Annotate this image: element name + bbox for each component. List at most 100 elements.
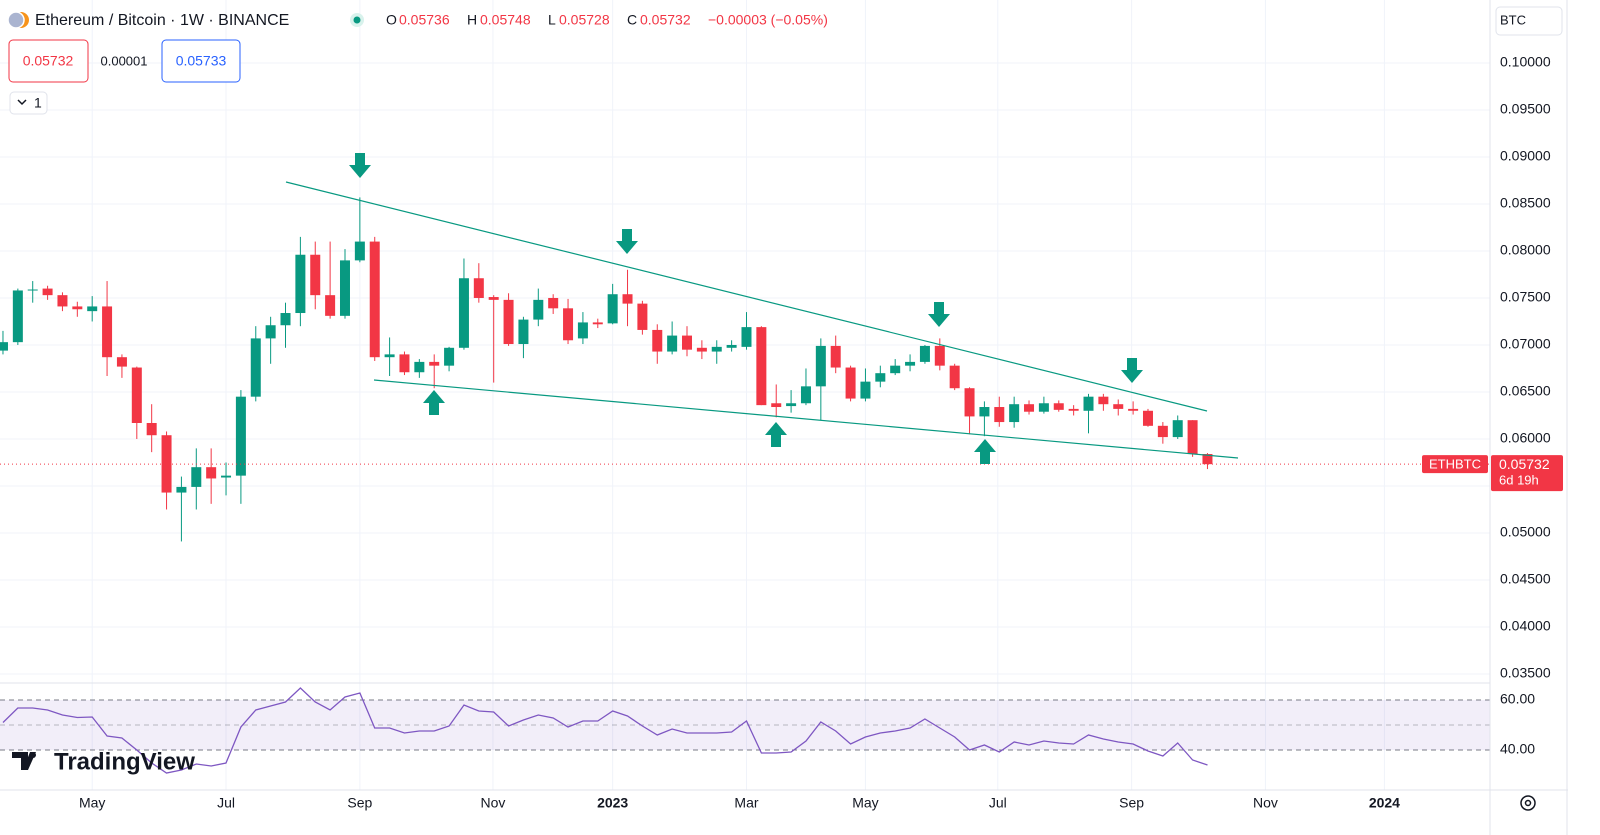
candle-body bbox=[830, 345, 841, 368]
high-value: 0.05748 bbox=[480, 12, 531, 28]
candle-body bbox=[726, 344, 737, 348]
candle-body bbox=[622, 294, 633, 304]
up-arrow bbox=[423, 390, 445, 415]
drawings bbox=[285, 181, 1239, 459]
candles bbox=[0, 197, 1490, 542]
rsi-tick-label: 60.00 bbox=[1500, 691, 1535, 707]
symbol-title: Ethereum / Bitcoin · 1W · BINANCE bbox=[35, 12, 289, 29]
candle-body bbox=[607, 294, 618, 324]
logo-dot bbox=[30, 752, 36, 758]
countdown: 6d 19h bbox=[1499, 473, 1539, 488]
candle-body bbox=[1128, 408, 1139, 411]
candle-body bbox=[503, 299, 514, 345]
x-tick-label: 2023 bbox=[597, 795, 628, 811]
upper-trendline bbox=[285, 181, 1208, 412]
y-tick-label: 0.10000 bbox=[1500, 54, 1551, 70]
candle-body bbox=[42, 288, 53, 296]
candle-body bbox=[87, 306, 98, 312]
candle-body bbox=[265, 325, 276, 339]
y-tick-label: 0.06500 bbox=[1500, 383, 1551, 399]
candle-body bbox=[27, 289, 38, 291]
sell-price[interactable]: 0.05732 bbox=[23, 53, 74, 69]
candle-body bbox=[339, 260, 350, 316]
rsi-band bbox=[0, 700, 1490, 750]
arrows bbox=[349, 153, 1143, 464]
collapse-button[interactable] bbox=[9, 91, 48, 115]
rsi-tick-label: 40.00 bbox=[1500, 741, 1535, 757]
candle-body bbox=[711, 346, 722, 352]
candle-body bbox=[682, 335, 693, 350]
candle-body bbox=[221, 475, 232, 478]
settings-icon[interactable] bbox=[1520, 795, 1536, 811]
candle-body bbox=[533, 299, 544, 320]
candle-body bbox=[1142, 410, 1153, 426]
buy-price[interactable]: 0.05733 bbox=[176, 53, 227, 69]
gear-hub[interactable] bbox=[1524, 799, 1532, 807]
candle-body bbox=[206, 467, 217, 479]
price-tag-box bbox=[1491, 455, 1563, 492]
candle-body bbox=[964, 388, 975, 417]
up-arrow bbox=[765, 422, 787, 447]
candle-body bbox=[310, 254, 321, 296]
candle-body bbox=[771, 403, 782, 408]
buy-button[interactable] bbox=[161, 39, 241, 83]
candle-body bbox=[1068, 408, 1079, 411]
x-tick-label: May bbox=[852, 795, 878, 811]
logo-mark bbox=[12, 752, 36, 770]
currency[interactable]: BTC bbox=[1500, 12, 1526, 27]
gear[interactable] bbox=[1520, 795, 1536, 811]
status-dot bbox=[353, 16, 361, 24]
candle-body bbox=[786, 403, 797, 407]
candle-body bbox=[1038, 403, 1049, 412]
candle-body bbox=[1024, 404, 1035, 412]
candle-body bbox=[384, 354, 395, 358]
candle-body bbox=[1172, 420, 1183, 438]
x-tick-label: Sep bbox=[347, 795, 372, 811]
candle-body bbox=[875, 373, 886, 382]
y-tick-label: 0.04000 bbox=[1500, 618, 1551, 634]
candle-body bbox=[414, 361, 425, 373]
y-tick-label: 0.03500 bbox=[1500, 665, 1551, 681]
candle-body bbox=[146, 422, 157, 436]
candle-body bbox=[354, 241, 365, 261]
candle-body bbox=[444, 347, 455, 366]
candle-body bbox=[905, 361, 916, 366]
rsi-pane bbox=[0, 687, 1490, 774]
sell-button[interactable] bbox=[8, 39, 89, 83]
candle-body bbox=[1053, 403, 1064, 410]
candle-body bbox=[667, 335, 678, 352]
x-tick-label: May bbox=[79, 795, 105, 811]
currency-button[interactable] bbox=[1495, 6, 1563, 36]
open-value: 0.05736 bbox=[399, 12, 450, 28]
candle-body bbox=[696, 347, 707, 352]
y-tick-label: 0.04500 bbox=[1500, 571, 1551, 587]
candle-body bbox=[325, 295, 336, 316]
open-label: O bbox=[386, 12, 397, 28]
symbol-label: ETHBTC bbox=[1429, 457, 1481, 472]
candle-body bbox=[295, 254, 306, 314]
candle-body bbox=[116, 357, 127, 367]
candle-body bbox=[563, 308, 574, 341]
candle-body bbox=[473, 278, 484, 298]
candle-body bbox=[845, 367, 856, 399]
candle-body bbox=[429, 361, 440, 366]
candle-body bbox=[1009, 404, 1020, 423]
candle-body bbox=[176, 486, 187, 493]
candle-body bbox=[1098, 396, 1109, 405]
x-tick-label: Sep bbox=[1119, 795, 1144, 811]
candle-body bbox=[741, 327, 752, 347]
up-arrow bbox=[974, 439, 996, 464]
x-tick-label: 2024 bbox=[1369, 795, 1400, 811]
x-tick-label: Mar bbox=[734, 795, 758, 811]
y-tick-label: 0.08000 bbox=[1500, 242, 1551, 258]
spread: 0.00001 bbox=[101, 53, 148, 68]
candle-body bbox=[250, 338, 261, 397]
indicator-count: 1 bbox=[34, 95, 42, 111]
candle-body bbox=[235, 396, 246, 476]
y-tick-label: 0.06000 bbox=[1500, 430, 1551, 446]
candle-body bbox=[756, 327, 767, 406]
y-tick-label: 0.07000 bbox=[1500, 336, 1551, 352]
down-arrow bbox=[616, 229, 638, 254]
y-tick-label: 0.07500 bbox=[1500, 289, 1551, 305]
